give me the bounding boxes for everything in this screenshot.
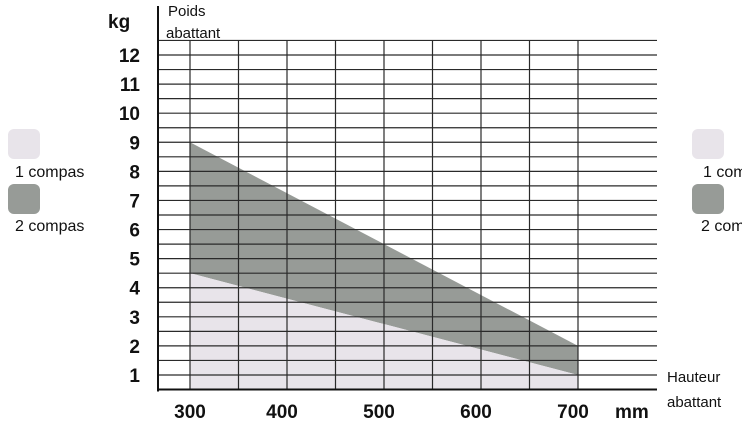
legend-right-swatch-2-compas xyxy=(692,184,724,214)
x-tick-label: 400 xyxy=(266,402,298,423)
x-tick-label: 700 xyxy=(557,402,589,423)
legend-swatch-2-compas xyxy=(8,184,40,214)
y-tick-label: 5 xyxy=(129,250,140,271)
y-tick-label: 10 xyxy=(119,104,140,125)
y-unit-label: kg xyxy=(108,12,130,33)
legend-right-label-2-compas: 2 compas xyxy=(701,218,742,235)
y-tick-label: 9 xyxy=(129,133,140,154)
legend-right-swatch-1-compas xyxy=(692,129,724,159)
y-tick-label: 8 xyxy=(129,162,140,183)
y-tick-label: 1 xyxy=(129,366,140,387)
y-tick-label: 11 xyxy=(120,75,141,96)
x-unit-label: mm xyxy=(615,402,649,423)
y-title-line-1: Poids xyxy=(168,3,206,20)
legend-label-2-compas: 2 compas xyxy=(15,218,84,235)
y-tick-label: 7 xyxy=(129,191,140,212)
x-tick-label: 500 xyxy=(363,402,395,423)
legend-right-label-1-compas: 1 compas xyxy=(703,164,742,181)
y-tick-label: 2 xyxy=(129,337,140,358)
grid xyxy=(157,6,657,392)
x-tick-labels: 300 400 500 600 700 xyxy=(174,402,589,423)
y-tick-label: 6 xyxy=(129,221,140,242)
x-tick-label: 300 xyxy=(174,402,206,423)
y-tick-label: 3 xyxy=(129,308,140,329)
legend-label-1-compas: 1 compas xyxy=(15,164,84,181)
y-title-line-2: abattant xyxy=(166,25,221,42)
legend-swatch-1-compas xyxy=(8,129,40,159)
x-title-line-2: abattant xyxy=(667,394,722,411)
y-tick-label: 4 xyxy=(129,279,140,300)
x-title-line-1: Hauteur xyxy=(667,369,720,386)
x-tick-label: 600 xyxy=(460,402,492,423)
y-tick-label: 12 xyxy=(119,46,140,67)
